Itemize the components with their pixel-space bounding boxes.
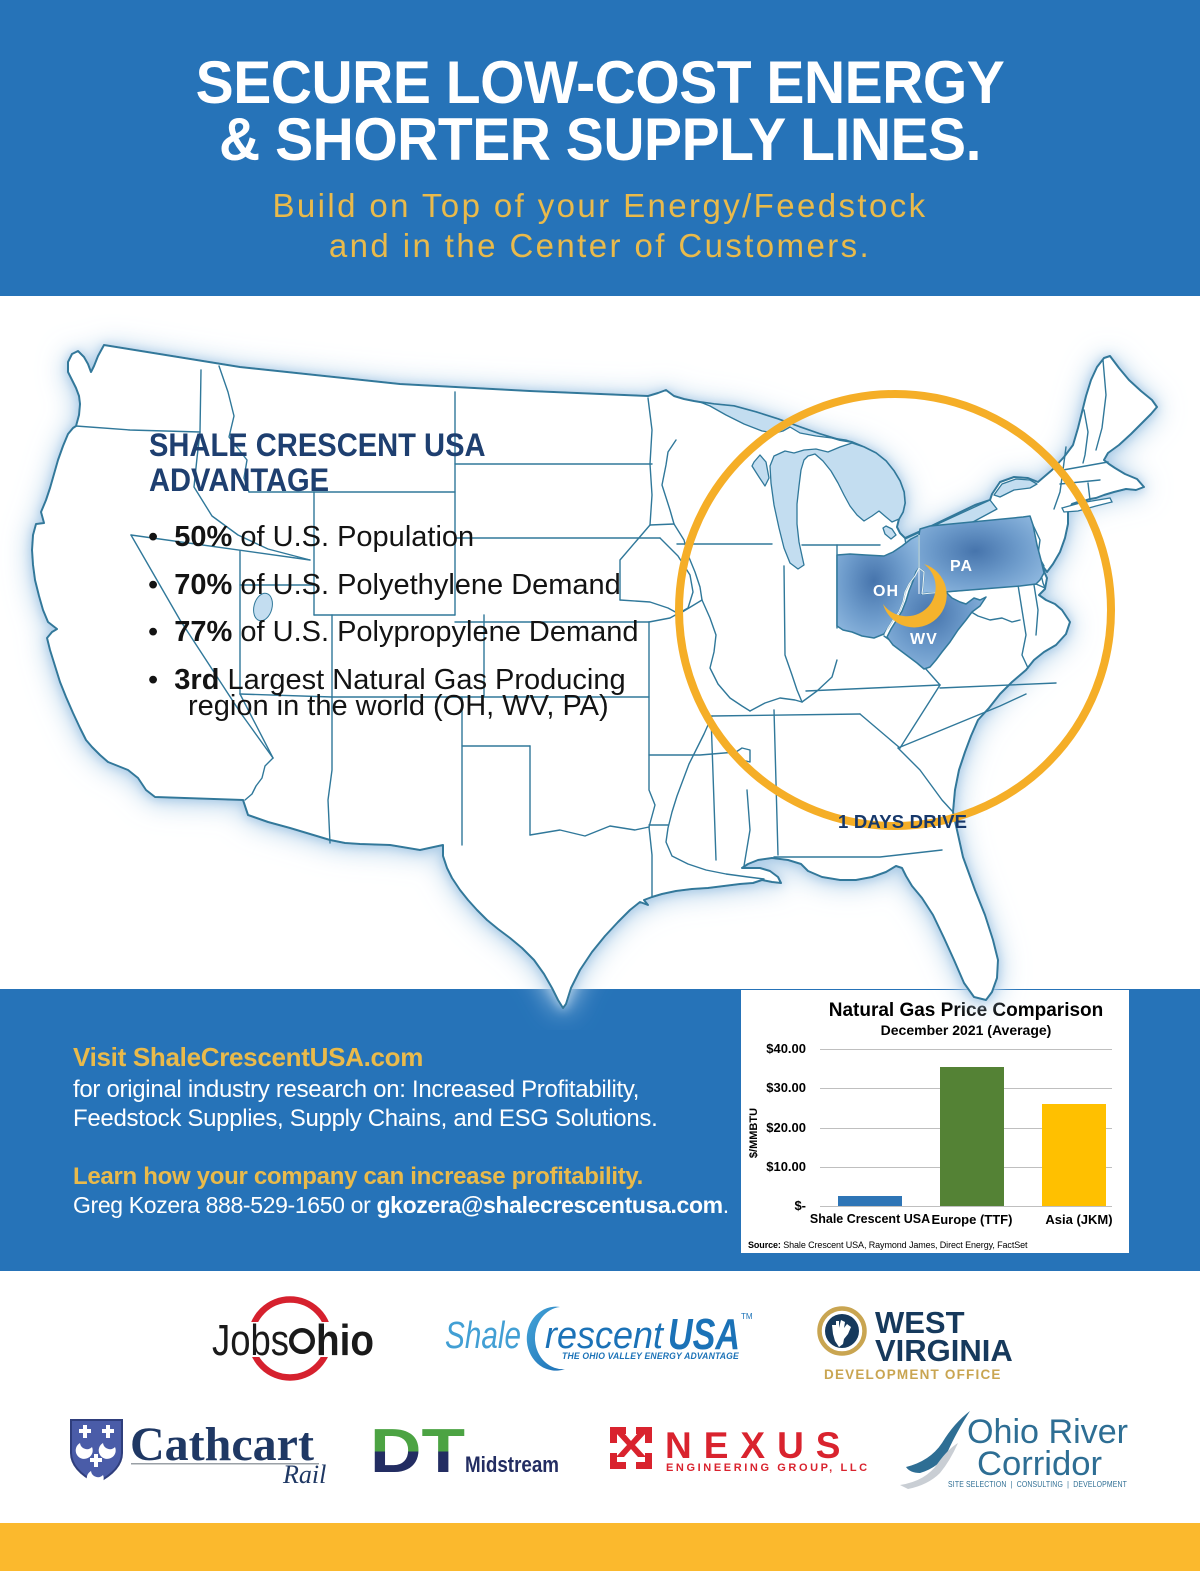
svg-text:DT: DT	[372, 1420, 465, 1480]
svg-text:PA: PA	[950, 558, 973, 575]
svg-text:TM: TM	[741, 1312, 753, 1321]
svg-text:DEVELOPMENT OFFICE: DEVELOPMENT OFFICE	[824, 1367, 1002, 1382]
svg-text:Ohio River: Ohio River	[967, 1413, 1128, 1451]
svg-text:Jobs: Jobs	[212, 1316, 289, 1365]
svg-text:Midstream: Midstream	[465, 1452, 559, 1477]
svg-text:USA: USA	[668, 1310, 740, 1359]
svg-text:rescent: rescent	[545, 1315, 664, 1357]
svg-text:hio: hio	[316, 1316, 374, 1365]
svg-text:ENGINEERING GROUP, LLC: ENGINEERING GROUP, LLC	[666, 1462, 870, 1474]
svg-text:WEST: WEST	[875, 1305, 965, 1340]
svg-text:VIRGINIA: VIRGINIA	[875, 1333, 1013, 1368]
svg-text:Rail: Rail	[282, 1460, 326, 1489]
svg-text:Cathcart: Cathcart	[130, 1418, 314, 1471]
svg-text:NEXUS: NEXUS	[665, 1425, 852, 1466]
svg-text:OH: OH	[873, 583, 899, 600]
svg-text:SITE SELECTION | CONSULTING: SITE SELECTION | CONSULTING | DEVELOPMEN…	[948, 1479, 1127, 1489]
svg-text:THE OHIO VALLEY ENERGY ADVANTA: THE OHIO VALLEY ENERGY ADVANTAGE	[562, 1351, 739, 1362]
svg-text:WV: WV	[910, 631, 938, 648]
svg-text:Shale: Shale	[445, 1315, 521, 1357]
svg-text:Corridor: Corridor	[977, 1445, 1102, 1483]
